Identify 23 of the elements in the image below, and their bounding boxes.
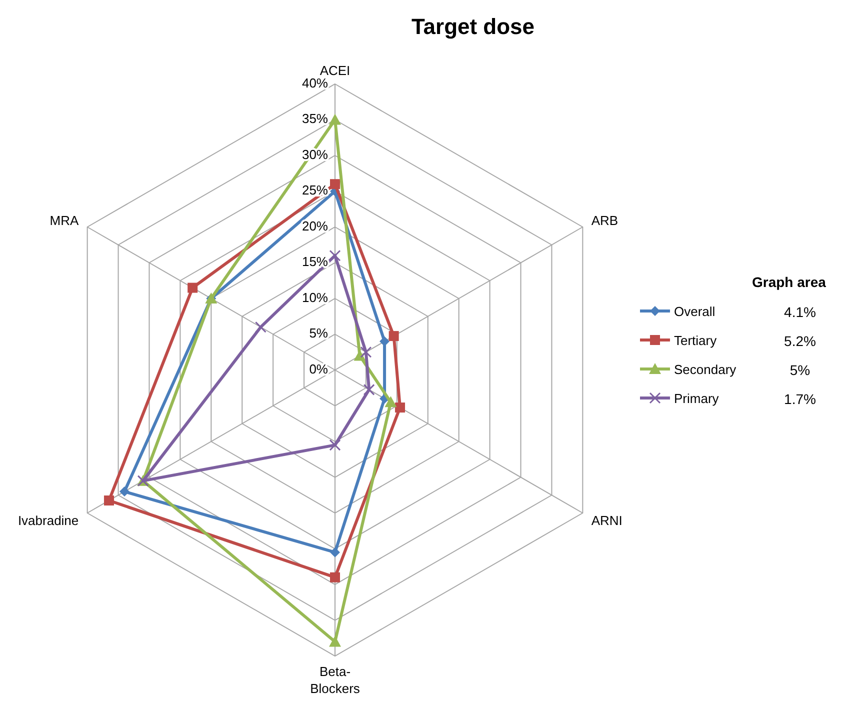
legend-label: Overall [674, 304, 716, 319]
spoke-label: MRA [50, 213, 79, 228]
y-tick-label: 15% [302, 254, 328, 270]
legend-title: Graph area [752, 274, 826, 290]
legend-label: Tertiary [674, 333, 718, 348]
y-tick-label: 5% [309, 326, 328, 341]
legend-label: Secondary [674, 362, 737, 377]
text: 5.2% [784, 333, 816, 349]
y-tick-label: 20% [302, 218, 328, 234]
y-tick-label: 10% [302, 290, 328, 305]
spoke-label: ACEI [320, 63, 350, 78]
spoke-label: Beta-Blockers [310, 664, 360, 696]
text: 4.1% [784, 304, 816, 320]
text: 1.7% [784, 391, 816, 407]
y-tick-label: 0% [309, 361, 328, 376]
y-tick-label: 40% [302, 75, 328, 90]
legend-label: Primary [674, 391, 720, 406]
spoke-label: ARNI [591, 513, 622, 528]
spoke-label: ARB [591, 213, 618, 228]
spoke-label: Ivabradine [18, 513, 79, 528]
chart-title: Target dose [411, 14, 535, 39]
y-tick-label: 35% [302, 111, 328, 126]
text: 5% [790, 362, 810, 378]
